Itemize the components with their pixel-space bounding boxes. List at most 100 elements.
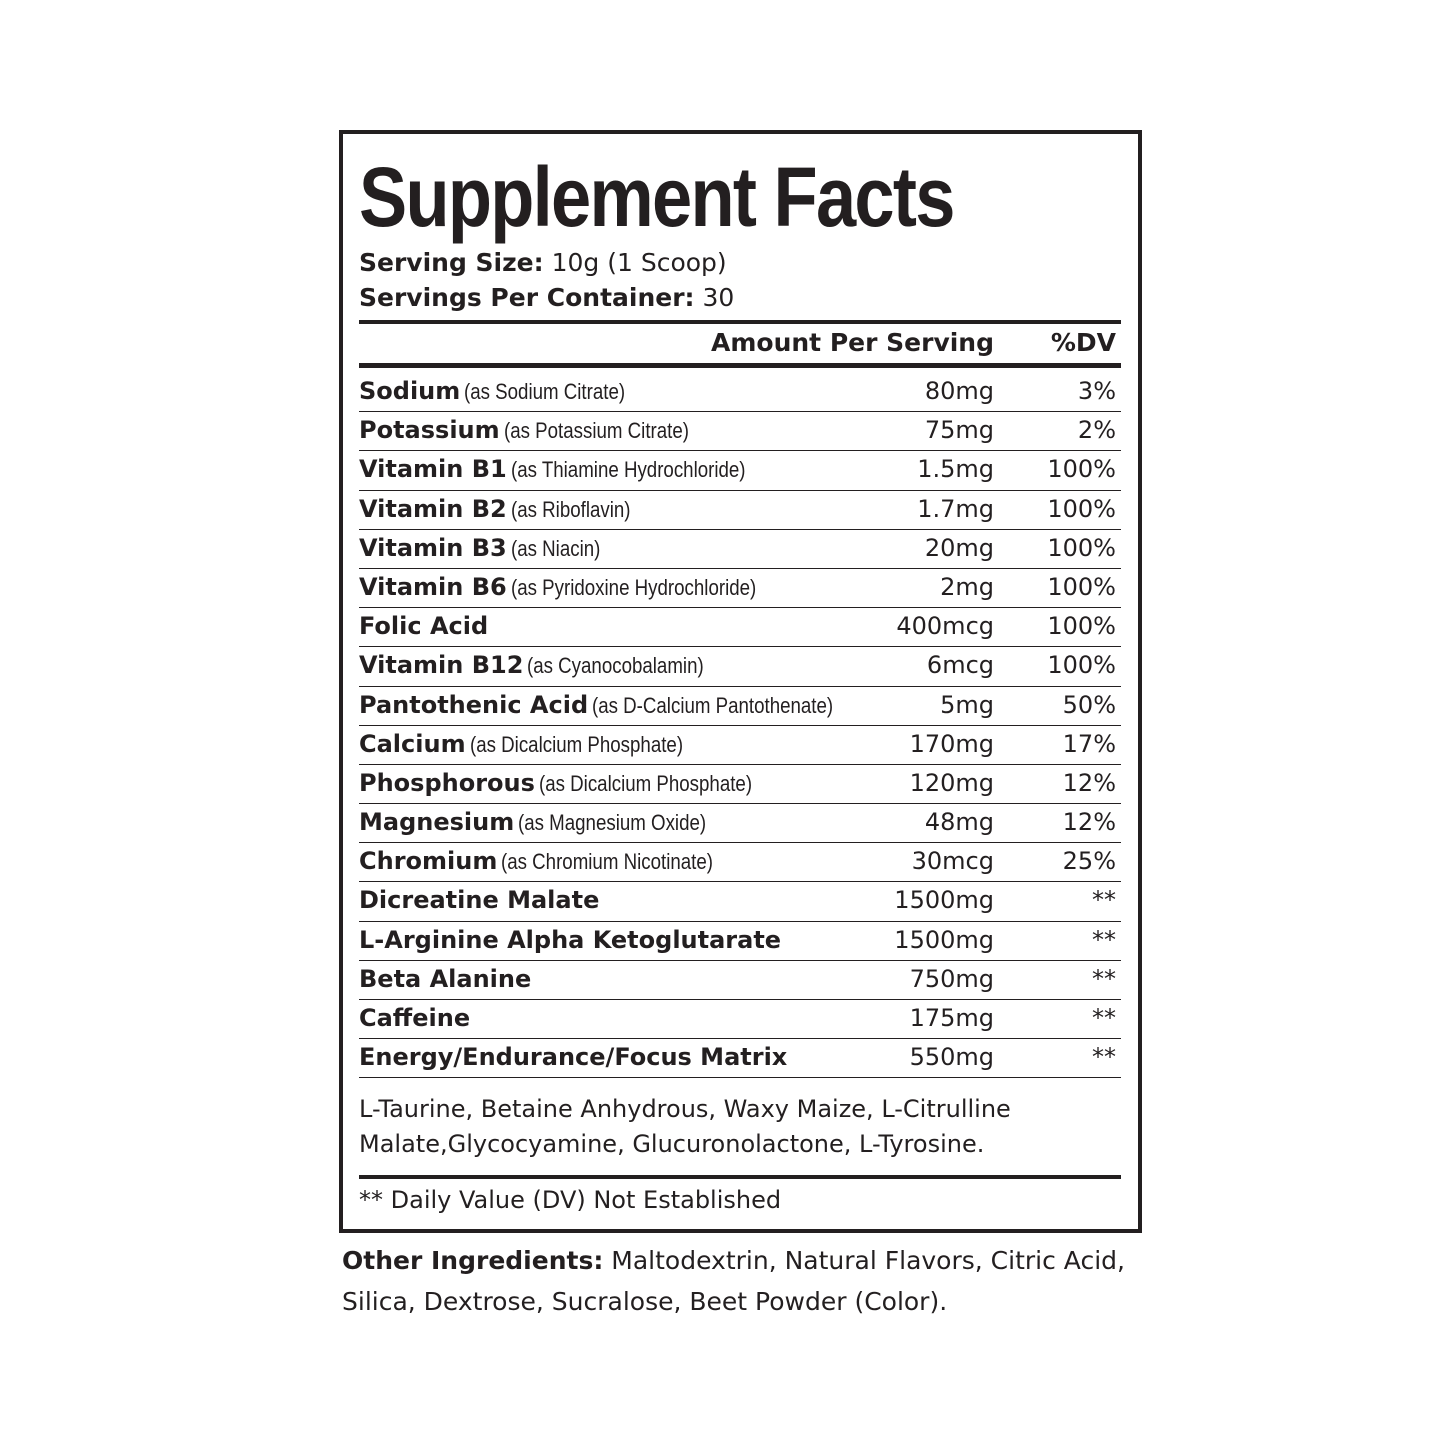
nutrient-dv: 100%	[1047, 533, 1116, 562]
nutrient-name-cell: Phosphorous (as Dicalcium Phosphate)	[359, 769, 790, 797]
nutrient-source: (as Magnesium Oxide)	[518, 810, 707, 836]
divider	[359, 363, 1121, 368]
nutrient-amount: 175mg	[909, 1004, 994, 1032]
nutrient-name-cell: Caffeine	[359, 1004, 470, 1032]
nutrient-dv: 100%	[1047, 651, 1116, 680]
nutrient-name: Beta Alanine	[359, 964, 532, 993]
nutrient-name: Vitamin B3	[359, 533, 507, 562]
nutrient-name: Phosphorous	[359, 768, 535, 797]
nutrient-dv: **	[1092, 1004, 1116, 1032]
nutrient-dv: 12%	[1062, 808, 1116, 837]
nutrient-amount: 750mg	[909, 964, 994, 993]
nutrient-dv: 50%	[1062, 690, 1116, 719]
nutrient-name: Vitamin B1	[359, 455, 507, 484]
serving-size-value: 10g (1 Scoop)	[551, 248, 727, 277]
nutrient-name: Folic Acid	[359, 612, 489, 641]
nutrient-amount: 550mg	[909, 1043, 994, 1072]
table-row: Energy/Endurance/Focus Matrix 550mg **	[359, 1039, 1121, 1079]
nutrient-source: (as Pyridoxine Hydrochloride)	[510, 574, 756, 600]
table-row: Vitamin B3 (as Niacin) 20mg 100%	[359, 530, 1121, 569]
nutrient-name-cell: Vitamin B12 (as Cyanocobalamin)	[359, 651, 735, 679]
table-row: Chromium (as Chromium Nicotinate) 30mcg 25%	[359, 843, 1121, 883]
nutrient-amount: 1.5mg	[917, 455, 994, 484]
nutrient-name: Calcium	[359, 729, 466, 758]
nutrient-name-cell: Vitamin B6 (as Pyridoxine Hydrochloride)	[359, 573, 799, 601]
divider	[359, 1175, 1121, 1179]
nutrient-dv: 100%	[1047, 572, 1116, 601]
nutrient-amount: 5mg	[940, 690, 994, 719]
serving-size: Serving Size: 10g (1 Scoop)	[359, 248, 727, 278]
nutrient-dv: 2%	[1077, 416, 1116, 445]
nutrient-name: Pantothenic Acid	[359, 690, 589, 719]
nutrient-name-cell: Vitamin B1 (as Thiamine Hydrochloride)	[359, 455, 787, 483]
nutrient-name-cell: Sodium (as Sodium Citrate)	[359, 377, 654, 405]
nutrient-name-cell: Dicreatine Malate	[359, 886, 599, 914]
nutrient-name: Sodium	[359, 377, 461, 405]
nutrient-dv: 3%	[1077, 377, 1116, 405]
table-row: Phosphorous (as Dicalcium Phosphate) 120mg…	[359, 765, 1121, 805]
nutrient-dv: **	[1092, 964, 1116, 993]
nutrient-amount: 120mg	[909, 768, 994, 797]
dv-header: %DV	[1050, 328, 1116, 357]
nutrient-source: (as Sodium Citrate)	[464, 379, 626, 404]
nutrient-amount: 1500mg	[894, 925, 994, 954]
nutrient-amount: 170mg	[909, 729, 994, 758]
nutrient-amount: 1.7mg	[917, 494, 994, 523]
other-ingredients: Other Ingredients: Maltodextrin, Natural…	[342, 1240, 1142, 1322]
supplement-facts-panel: Supplement Facts Serving Size: 10g (1 Sc…	[339, 130, 1142, 1233]
nutrient-amount: 6mcg	[926, 651, 994, 680]
nutrient-name-cell: Folic Acid	[359, 612, 488, 640]
nutrient-source: (as Potassium Citrate)	[503, 418, 689, 444]
table-row: Dicreatine Malate 1500mg **	[359, 882, 1121, 922]
nutrient-name-cell: Vitamin B2 (as Riboflavin)	[359, 495, 651, 523]
nutrient-name: Magnesium	[359, 808, 515, 837]
nutrient-name: Potassium	[359, 416, 500, 445]
table-row: Potassium (as Potassium Citrate) 75mg 2%	[359, 412, 1121, 452]
nutrient-name-cell: Energy/Endurance/Focus Matrix	[359, 1043, 787, 1071]
nutrient-amount: 1500mg	[894, 886, 994, 915]
nutrient-name-cell: Vitamin B3 (as Niacin)	[359, 534, 616, 562]
table-row: Pantothenic Acid (as D-Calcium Pantothena…	[359, 687, 1121, 726]
nutrient-amount: 2mg	[940, 572, 994, 601]
nutrient-dv: **	[1092, 1043, 1116, 1072]
nutrient-source: (as Chromium Nicotinate)	[501, 849, 714, 875]
table-row: Calcium (as Dicalcium Phosphate) 170mg 17%	[359, 726, 1121, 765]
table-row: Magnesium (as Magnesium Oxide) 48mg 12%	[359, 804, 1121, 844]
table-row: Folic Acid 400mcg 100%	[359, 608, 1121, 648]
nutrient-name: Vitamin B12	[359, 651, 524, 680]
nutrient-name-cell: L-Arginine Alpha Ketoglutarate	[359, 926, 781, 954]
nutrient-dv: 100%	[1047, 612, 1116, 641]
nutrient-amount: 400mcg	[896, 612, 994, 641]
table-row: Caffeine 175mg **	[359, 1000, 1121, 1040]
nutrient-source: (as Dicalcium Phosphate)	[469, 731, 683, 757]
nutrient-dv: **	[1092, 925, 1116, 954]
nutrient-name: Caffeine	[359, 1004, 471, 1032]
table-row: Beta Alanine 750mg **	[359, 961, 1121, 1000]
nutrient-name: L-Arginine Alpha Ketoglutarate	[359, 925, 782, 954]
nutrient-amount: 80mg	[924, 377, 994, 405]
table-row: L-Arginine Alpha Ketoglutarate 1500mg **	[359, 922, 1121, 961]
nutrient-source: (as Thiamine Hydrochloride)	[510, 457, 746, 483]
nutrient-dv: 17%	[1062, 729, 1116, 758]
servings-label: Servings Per Container:	[359, 283, 695, 312]
nutrient-name-cell: Beta Alanine	[359, 965, 531, 993]
nutrient-name: Chromium	[359, 847, 498, 876]
nutrient-source: (as Riboflavin)	[510, 496, 631, 522]
serving-size-label: Serving Size:	[359, 248, 544, 277]
footnote: ** Daily Value (DV) Not Established	[359, 1186, 782, 1214]
nutrient-source: (as Dicalcium Phosphate)	[538, 770, 752, 796]
nutrient-source: (as Cyanocobalamin)	[527, 653, 705, 679]
table-row: Sodium (as Sodium Citrate) 80mg 3%	[359, 373, 1121, 413]
table-row: Vitamin B6 (as Pyridoxine Hydrochloride) 2…	[359, 569, 1121, 609]
nutrient-dv: 100%	[1047, 455, 1116, 484]
table-header: Amount Per Serving %DV	[359, 326, 1121, 362]
nutrient-name: Vitamin B6	[359, 572, 507, 601]
nutrient-amount: 75mg	[924, 416, 994, 445]
nutrient-amount: 30mcg	[911, 847, 994, 876]
nutrient-dv: 25%	[1062, 847, 1116, 876]
table-row: Vitamin B1 (as Thiamine Hydrochloride) 1.5…	[359, 451, 1121, 491]
nutrient-dv: 12%	[1062, 768, 1116, 797]
amount-header: Amount Per Serving	[711, 328, 994, 357]
table-row: Vitamin B2 (as Riboflavin) 1.7mg 100%	[359, 491, 1121, 530]
nutrient-table: Sodium (as Sodium Citrate) 80mg 3% Potassium…	[359, 373, 1121, 1079]
